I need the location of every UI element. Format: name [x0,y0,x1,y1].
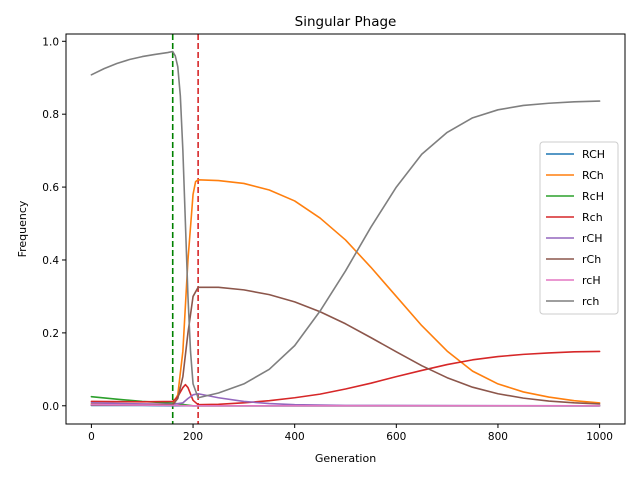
legend-label-rch: rch [582,295,599,308]
series-line-RCh [90,178,601,406]
x-tick-label: 400 [285,431,305,443]
plot-frame [65,33,626,425]
y-tick-label: 1.0 [42,36,59,48]
chart-title: Singular Phage [295,14,397,30]
y-axis-label: Frequency [16,200,29,257]
legend-label-rCh: rCh [582,253,601,266]
reference-lines [171,34,199,424]
legend-label-RCh: RCh [582,169,604,182]
series-lines [90,50,601,407]
series-line-rcH [90,403,601,407]
legend-frame [539,141,619,315]
x-tick-label: 600 [386,431,406,443]
y-tick-label: 0.6 [42,182,59,194]
x-axis: 0 200 400 600 800 1000 [88,424,613,443]
legend-label-rcH: rcH [582,274,601,287]
legend-label-Rch: Rch [582,211,603,224]
y-axis: 0.0 0.2 0.4 0.6 0.8 1.0 [42,36,66,413]
legend-label-rCH: rCH [582,232,602,245]
y-tick-label: 0.2 [42,328,59,340]
x-tick-label: 200 [183,431,203,443]
legend: RCH RCh RcH Rch rCH rCh rcH rch [539,141,619,315]
series-line-rch [90,50,601,399]
x-tick-label: 0 [88,431,95,443]
legend-label-RcH: RcH [582,190,604,203]
y-tick-label: 0.8 [42,109,59,121]
series-line-Rch [90,350,601,406]
legend-label-RCH: RCH [582,148,605,161]
y-tick-label: 0.0 [42,401,59,413]
x-tick-label: 800 [488,431,508,443]
series-line-rCh [90,286,601,406]
y-tick-label: 0.4 [42,255,59,267]
x-axis-label: Generation [315,452,376,465]
x-tick-label: 1000 [586,431,613,443]
